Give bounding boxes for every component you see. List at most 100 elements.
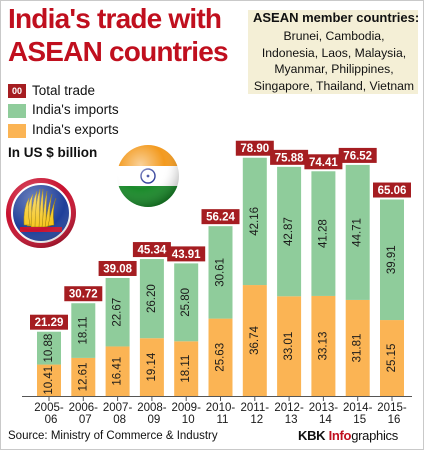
total-label-box	[98, 260, 137, 276]
export-value-label: 18.11	[180, 355, 192, 383]
legend-imports-label: India's imports	[32, 102, 119, 117]
x-tick-label: 15	[353, 414, 366, 426]
credit-graphics: graphics	[351, 428, 398, 443]
total-value-label: 76.52	[343, 150, 372, 162]
import-value-label: 22.67	[112, 298, 124, 327]
x-tick-label: 2008-	[137, 402, 167, 414]
total-value-label: 65.06	[378, 185, 407, 197]
x-tick-label: 11	[217, 414, 229, 426]
export-value-label: 36.74	[249, 326, 261, 355]
x-tick-label: 2013-	[309, 402, 339, 414]
total-value-label: 56.24	[206, 212, 235, 224]
import-bar	[37, 331, 61, 365]
import-value-label: 10.88	[43, 334, 55, 363]
import-bar	[311, 171, 336, 296]
export-value-label: 12.61	[77, 363, 89, 392]
export-bar	[71, 357, 96, 396]
credit-kbk: KBK	[298, 428, 326, 443]
export-bar	[208, 318, 233, 396]
total-label-box	[201, 209, 240, 225]
unit-label: In US $ billion	[8, 145, 98, 160]
x-tick-label: 2009-	[171, 402, 201, 414]
total-value-label: 75.88	[275, 152, 304, 164]
asean-logo-icon	[6, 178, 76, 248]
legend-total-label: Total trade	[32, 83, 96, 98]
import-bar	[174, 263, 199, 342]
export-bar	[277, 296, 302, 396]
x-tick-label: 07	[79, 414, 92, 426]
member-line: Singapore, Thailand, Vietnam	[253, 78, 415, 93]
bars-layer: 10.41 10.88 21.29 2005-06 12.61 18.11 30.72 200…	[22, 140, 412, 426]
total-label-box	[64, 286, 103, 302]
export-value-label: 33.13	[317, 332, 329, 361]
x-tick-label: 2006-	[69, 402, 99, 414]
total-value-label: 39.08	[103, 263, 132, 275]
import-bar	[380, 199, 404, 321]
import-value-label: 39.91	[386, 245, 398, 274]
x-tick-label: 09	[148, 414, 161, 426]
legend-exports-swatch	[8, 124, 26, 138]
import-bar	[242, 157, 267, 286]
total-label-box	[270, 149, 309, 165]
total-label-box	[30, 314, 68, 330]
x-tick-label: 13	[285, 414, 298, 426]
legend-exports-label: India's exports	[32, 122, 119, 137]
x-tick-label: 2010-	[206, 402, 236, 414]
export-value-label: 16.41	[112, 357, 124, 386]
import-value-label: 42.16	[249, 207, 261, 236]
total-value-label: 21.29	[35, 317, 64, 329]
x-tick-label: 2005-	[34, 402, 64, 414]
member-line: Brunei, Cambodia,	[283, 29, 385, 43]
x-tick-label: 2007-	[103, 402, 133, 414]
total-value-label: 74.41	[309, 157, 338, 169]
member-countries-list: Brunei, Cambodia, Indonesia, Laos, Malay…	[250, 28, 418, 94]
total-label-box	[167, 246, 206, 262]
export-bar	[139, 338, 164, 396]
x-tick-label: 12	[250, 414, 263, 426]
import-value-label: 44.71	[352, 218, 364, 247]
member-line: Indonesia, Laos, Malaysia,	[261, 45, 407, 60]
x-tick-label: 2011-	[241, 402, 270, 414]
export-value-label: 10.41	[43, 366, 55, 395]
member-countries-box	[248, 10, 418, 94]
import-value-label: 25.80	[180, 288, 192, 317]
import-bar	[208, 226, 233, 319]
import-bar	[345, 164, 370, 300]
total-label-box	[304, 154, 343, 170]
source-note: Source: Ministry of Commerce & Industry	[8, 430, 218, 442]
total-value-label: 78.90	[240, 143, 269, 155]
import-value-label: 42.87	[283, 217, 295, 246]
export-bar	[174, 341, 199, 396]
export-value-label: 25.63	[215, 343, 227, 372]
total-value-label: 45.34	[138, 245, 167, 257]
export-bar	[37, 364, 61, 396]
import-value-label: 30.61	[215, 258, 227, 287]
page-title: India's trade with ASEAN countries	[8, 3, 229, 67]
total-label-box	[132, 242, 171, 258]
india-flag-icon	[117, 145, 179, 207]
member-line: Myanmar, Philippines,	[274, 62, 394, 76]
member-countries-title: ASEAN member countries:	[253, 10, 420, 25]
x-tick-label: 06	[45, 414, 58, 426]
export-value-label: 31.81	[352, 334, 364, 363]
export-bar	[105, 346, 130, 396]
total-label-box	[235, 140, 274, 156]
x-tick-label: 14	[319, 414, 332, 426]
x-tick-label: 10	[182, 414, 195, 426]
export-bar	[242, 285, 267, 396]
credit-info: Info	[328, 428, 352, 443]
total-value-label: 43.91	[172, 249, 201, 261]
import-bar	[277, 166, 302, 297]
export-value-label: 25.15	[386, 344, 398, 373]
export-bar	[311, 295, 336, 396]
import-bar	[139, 259, 164, 339]
x-tick-label: 08	[113, 414, 126, 426]
import-bar	[105, 277, 130, 347]
export-bar	[380, 320, 404, 396]
import-value-label: 18.11	[77, 317, 89, 345]
export-value-label: 19.14	[146, 352, 158, 381]
export-value-label: 33.01	[283, 332, 295, 361]
legend-total-swatch: 00	[8, 84, 26, 98]
x-tick-label: 2015-	[377, 402, 407, 414]
